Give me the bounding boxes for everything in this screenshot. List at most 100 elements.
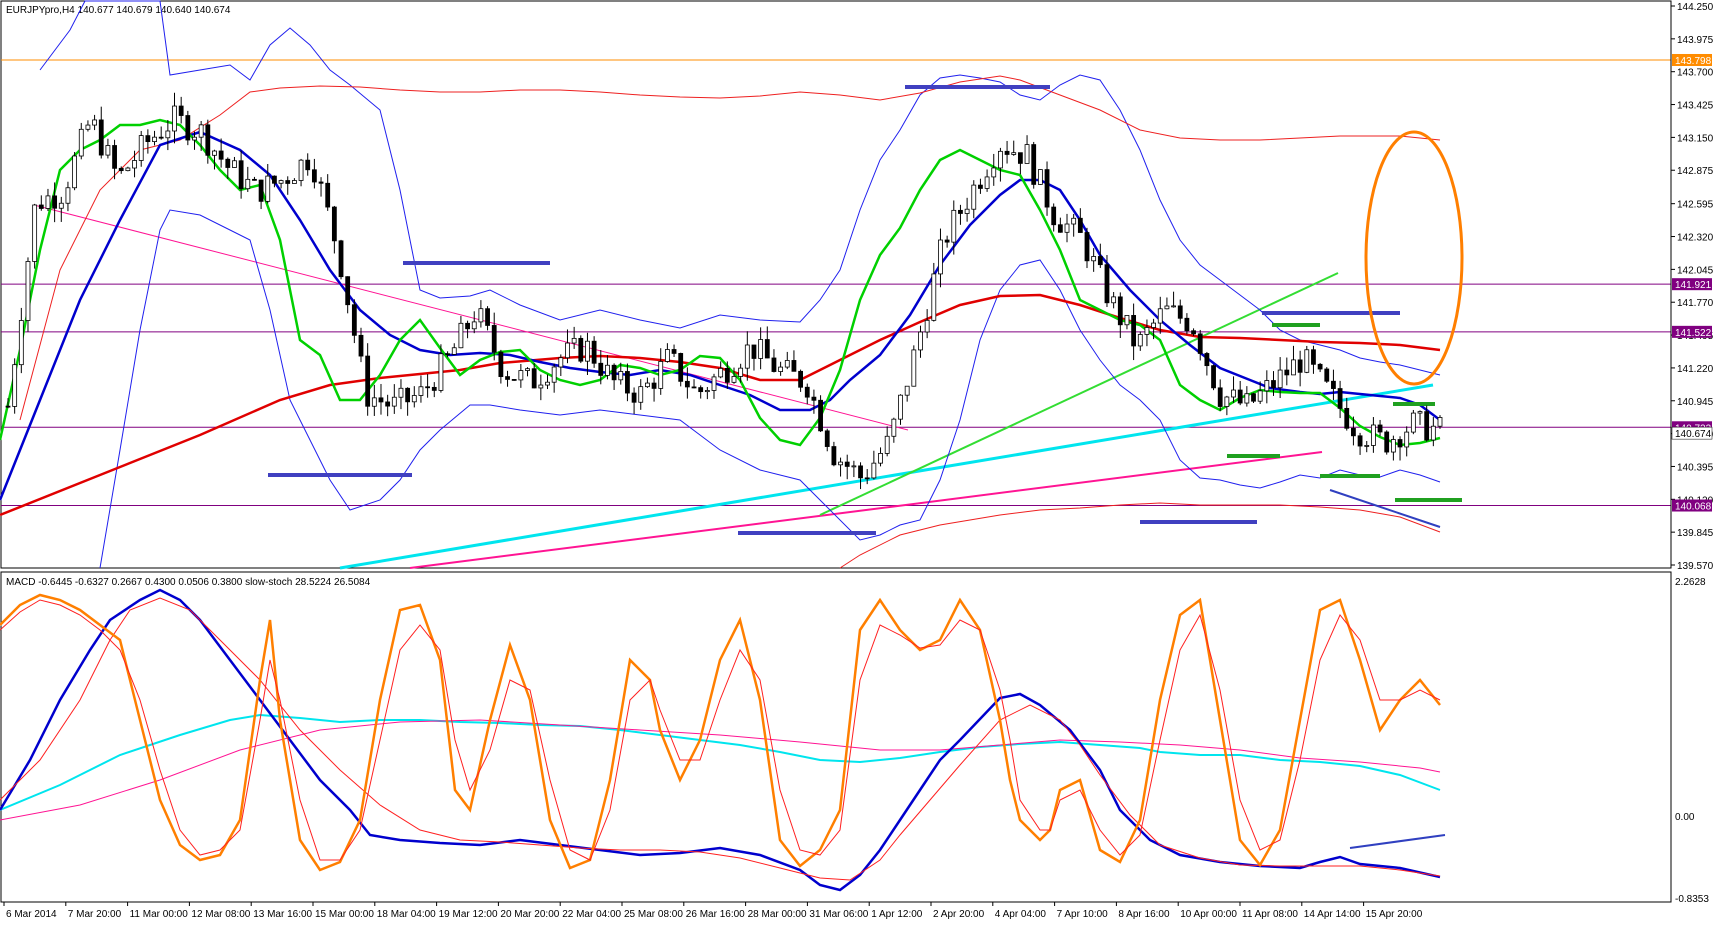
candle-down (311, 169, 317, 183)
candle-up (85, 124, 91, 130)
candle-up (658, 361, 664, 389)
candle-up (1231, 389, 1236, 398)
candle-up (704, 390, 710, 393)
candle-up (12, 364, 18, 407)
oscillator-pane[interactable]: MACD -0.6445 -0.6327 0.2667 0.4300 0.050… (0, 571, 1672, 903)
candle-up (152, 136, 157, 142)
candle-up (571, 337, 577, 344)
price-level-tag (1672, 499, 1712, 512)
candle-up (1430, 425, 1436, 441)
candle-down (425, 386, 431, 389)
time-tick-label: 18 Mar 04:00 (377, 909, 436, 920)
price-tick-label: 143.975 (1677, 35, 1713, 46)
time-tick-label: 31 Mar 06:00 (809, 909, 868, 920)
candle-up (938, 239, 943, 275)
candle-down (185, 115, 191, 141)
candle-up (1024, 144, 1030, 164)
candle-up (1291, 359, 1296, 376)
time-tick-label: 28 Mar 00:00 (748, 909, 807, 920)
candle-up (18, 320, 24, 366)
candle-up (418, 386, 424, 396)
candle-up (1410, 412, 1416, 433)
price-tick-label: 142.045 (1677, 265, 1713, 276)
price-level-tag (1672, 325, 1712, 338)
horizontal-levels (1, 59, 1671, 507)
candle-up (878, 453, 883, 464)
bollinger-upper (39, 0, 1441, 376)
candle-down (1184, 317, 1190, 332)
time-tick-label: 6 Mar 2014 (6, 909, 57, 920)
candle-down (844, 461, 850, 467)
candle-down (1317, 363, 1323, 370)
price-axis: 144.250 143.975 143.700 143.425 143.150 142.8… (1670, 1, 1713, 572)
trendline-blue-price (1329, 489, 1441, 528)
candle-up (738, 367, 744, 377)
candle-up (931, 273, 937, 321)
candle-down (751, 344, 757, 359)
candle-down (98, 119, 104, 156)
candle-up (1437, 417, 1443, 427)
trendline-green (819, 272, 1339, 516)
candle-up (1124, 315, 1130, 326)
candle-down (1384, 431, 1390, 453)
price-tick-label: 141.220 (1677, 364, 1713, 375)
candle-down (205, 124, 211, 156)
candle-up (232, 160, 237, 168)
candle-up (1370, 424, 1376, 446)
candle-up (1137, 334, 1143, 347)
candle-up (538, 384, 544, 389)
candle-down (978, 184, 983, 189)
candle-down (178, 105, 184, 116)
candle-up (1037, 169, 1043, 185)
candle-up (192, 136, 197, 141)
price-tick-label: 143.150 (1677, 133, 1713, 144)
candle-down (225, 158, 231, 168)
candle-down (671, 349, 677, 354)
price-tick-label: 140.945 (1677, 397, 1713, 408)
candle-up (525, 368, 530, 371)
candle-up (125, 167, 131, 172)
candle-down (331, 206, 337, 242)
candle-up (391, 396, 397, 407)
candle-down (1311, 349, 1316, 365)
candle-up (212, 150, 217, 156)
time-tick-label: 4 Apr 04:00 (995, 909, 1047, 920)
ma-slow-red (0, 293, 1441, 517)
candle-down (818, 399, 823, 432)
time-tick-label: 1 Apr 12:00 (871, 909, 923, 920)
candle-up (1164, 305, 1170, 310)
time-tick-label: 15 Mar 00:00 (315, 909, 374, 920)
candle-up (298, 159, 304, 181)
price-pane[interactable]: EURJPYpro,H4 140.677 140.679 140.640 140… (0, 0, 1672, 570)
candle-down (1017, 152, 1023, 164)
price-tick-label: 142.320 (1677, 233, 1713, 244)
candle-down (485, 308, 490, 326)
candle-up (138, 135, 144, 161)
candle-down (145, 135, 151, 142)
candle-up (478, 308, 484, 323)
candle-up (278, 180, 284, 184)
stoch-main-orange (0, 593, 1441, 872)
current-price-label: 140.674 (1675, 429, 1712, 440)
candle-down (1097, 256, 1103, 266)
candle-down (1104, 264, 1110, 304)
candle-down (698, 387, 704, 393)
stoch-signal-red (0, 599, 1441, 861)
price-level-label: 141.921 (1675, 280, 1712, 291)
current-price-tag (1671, 426, 1713, 440)
candle-down (1271, 380, 1276, 389)
candle-up (1144, 327, 1150, 335)
candle-down (1331, 380, 1336, 389)
candle-down (1117, 296, 1123, 326)
candle-up (32, 204, 38, 262)
candle-down (1051, 206, 1057, 226)
candle-down (505, 376, 510, 380)
candle-up (92, 119, 97, 126)
candle-down (1357, 435, 1363, 447)
candle-up (25, 261, 31, 321)
price-tick-label: 139.845 (1677, 528, 1713, 539)
time-axis: 6 Mar 2014 7 Mar 20:00 11 Mar 00:00 12 Mar … (3, 902, 1423, 920)
candle-up (1304, 349, 1310, 373)
projection-ellipse (1364, 130, 1464, 386)
